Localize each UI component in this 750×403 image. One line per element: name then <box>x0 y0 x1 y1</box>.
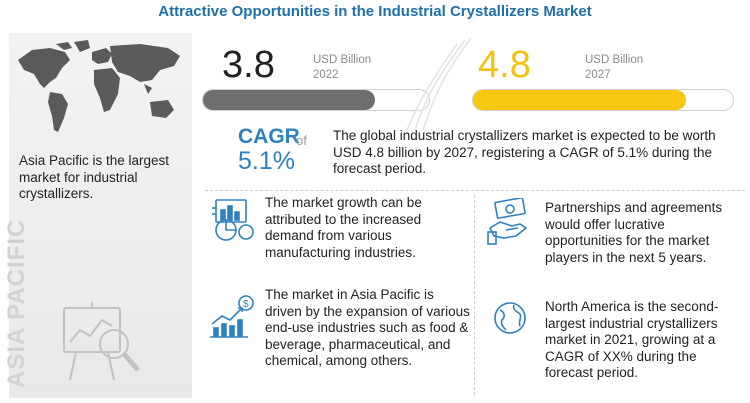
value-2022: 3.8 <box>222 44 275 86</box>
vertical-label: ASIA PACIFIC <box>3 218 30 388</box>
horizontal-divider <box>205 190 745 191</box>
bar-2027-track <box>472 89 734 111</box>
left-panel-text: Asia Pacific is the largest market for i… <box>19 153 170 201</box>
globe-icon <box>494 302 526 334</box>
vertical-divider <box>474 195 475 395</box>
world-map-icon <box>18 40 180 132</box>
market-growth-icon <box>212 199 254 241</box>
cagr-of: of <box>296 133 307 148</box>
year-2027: 2027 <box>585 69 611 81</box>
decorative-swoosh-icon <box>406 37 472 131</box>
cagr-value: 5.1% <box>238 147 295 175</box>
growth-chart-dollar-icon: $ <box>210 295 254 338</box>
cagr-description: The global industrial crystallizers mark… <box>333 128 716 176</box>
unit-2027: USD Billion <box>585 54 644 66</box>
point-text-1: The market growth can be attributed to t… <box>265 195 422 260</box>
point-text-4: North America is the second-largest indu… <box>545 299 719 381</box>
cagr-label: CAGR <box>238 125 300 148</box>
partnership-money-icon <box>487 198 528 245</box>
point-text-2: Partnerships and agreements would offer … <box>545 200 723 265</box>
point-text-3: The market in Asia Pacific is driven by … <box>265 287 470 369</box>
bar-2022-fill <box>203 90 375 110</box>
value-2027: 4.8 <box>478 44 531 86</box>
year-2022: 2022 <box>313 69 339 81</box>
unit-2022: USD Billion <box>313 54 372 66</box>
bar-2022-track <box>202 89 430 111</box>
bar-2027-fill <box>473 90 687 110</box>
analytics-magnifier-icon <box>63 302 140 381</box>
svg-text:$: $ <box>243 299 249 310</box>
page-title: Attractive Opportunities in the Industri… <box>158 3 592 20</box>
